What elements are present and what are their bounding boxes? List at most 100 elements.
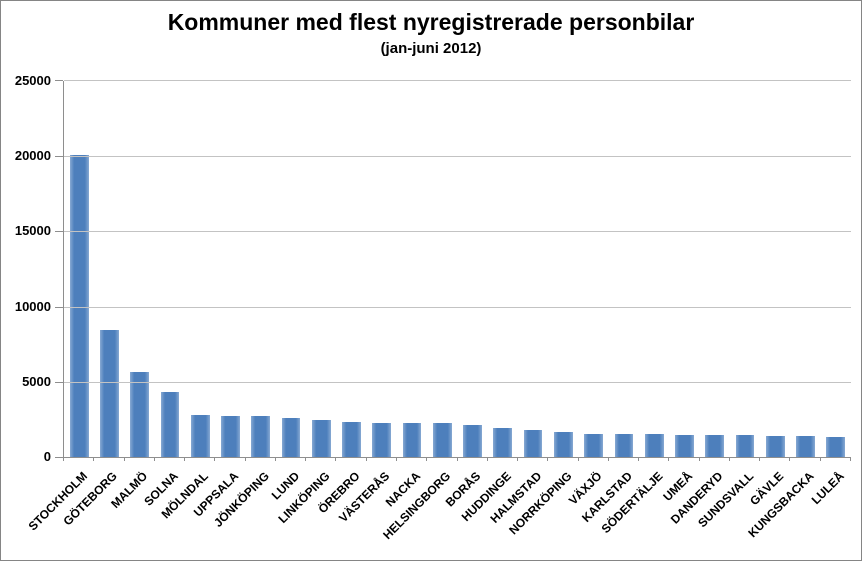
x-axis-label: LULEÅ: [808, 469, 847, 508]
y-axis-tick: [55, 80, 63, 81]
bar-slot: [639, 81, 669, 457]
x-axis-tick: [93, 457, 95, 461]
x-axis-tick: [698, 457, 700, 461]
y-axis-tick: [55, 457, 63, 458]
bar-slot: [548, 81, 578, 457]
x-axis-tick: [274, 457, 276, 461]
bar-örebro: [342, 422, 361, 457]
bar-slot: [790, 81, 820, 457]
bar-slot: [579, 81, 609, 457]
bar-slot: [457, 81, 487, 457]
bars-layer: [64, 81, 851, 457]
y-axis-tick: [55, 156, 63, 158]
bar-slot: [609, 81, 639, 457]
bar-sundsvall: [735, 435, 755, 457]
y-axis-label: 5000: [22, 373, 51, 389]
x-axis-tick: [486, 457, 488, 461]
bar-slot: [64, 81, 94, 457]
bar-malmö: [130, 372, 150, 457]
x-axis-tick: [395, 457, 397, 461]
y-gridline: [64, 381, 851, 383]
bar-slot: [276, 81, 306, 457]
bar-mölndal: [190, 414, 210, 457]
chart-subtitle: (jan-juni 2012): [380, 40, 482, 57]
x-axis-tick: [365, 457, 367, 461]
bar-lund: [281, 417, 301, 457]
y-gridline: [64, 231, 851, 233]
y-axis-label: 0: [43, 449, 51, 464]
bar-uppsala: [221, 415, 240, 457]
bar-växjö: [584, 433, 604, 457]
bar-slot: [669, 81, 699, 457]
bar-luleå: [826, 436, 846, 457]
bar-slot: [488, 81, 518, 457]
y-axis-label: 10000: [14, 298, 51, 314]
bar-slot: [760, 81, 790, 457]
y-gridline: [64, 306, 851, 308]
x-axis-tick: [153, 457, 155, 461]
x-axis-tick: [728, 457, 730, 461]
bar-slot: [155, 81, 185, 457]
bar-karlstad: [614, 434, 634, 457]
bar-västerås: [372, 422, 392, 457]
bar-slot: [367, 81, 397, 457]
bar-slot: [821, 81, 851, 457]
bar-slot: [306, 81, 336, 457]
x-axis-tick: [547, 457, 549, 461]
bar-solna: [160, 392, 180, 457]
bar-danderyd: [705, 435, 725, 457]
x-axis-tick: [607, 457, 609, 461]
bar-norrköping: [554, 431, 573, 457]
y-gridline: [64, 80, 851, 81]
bar-slot: [215, 81, 245, 457]
bar-huddinge: [493, 427, 513, 457]
y-axis-label: 20000: [14, 148, 51, 164]
x-axis-tick: [184, 457, 186, 461]
x-axis-tick: [426, 457, 428, 461]
bar-slot: [730, 81, 760, 457]
bar-borås: [463, 424, 482, 457]
x-axis-tick: [819, 457, 821, 461]
bar-slot: [94, 81, 124, 457]
y-gridline: [64, 156, 851, 158]
x-axis-labels: STOCKHOLM GÖTEBORG MALMÖ SOLNA MÖLNDAL UPPSAL…: [26, 459, 850, 554]
y-axis-tick: [55, 306, 63, 308]
bar-stockholm: [69, 154, 89, 457]
x-axis-tick: [214, 457, 216, 461]
bar-slot: [246, 81, 276, 457]
x-axis-tick: [335, 457, 337, 461]
y-axis-tick: [55, 231, 63, 233]
bar-umeå: [675, 434, 694, 457]
x-axis-tick: [638, 457, 640, 461]
bar-södertälje: [644, 434, 664, 457]
bar-slot: [427, 81, 457, 457]
bar-helsingborg: [432, 423, 452, 457]
x-axis-tick: [517, 457, 519, 461]
x-axis-tick: [759, 457, 761, 461]
bar-slot: [518, 81, 548, 457]
bar-slot: [397, 81, 427, 457]
chart-title: Kommuner med flest nyregistrerade person…: [167, 9, 695, 35]
y-axis-label: 25000: [14, 73, 51, 88]
x-axis-tick: [668, 457, 670, 461]
y-axis-tick: [55, 381, 63, 383]
x-axis-tick: [63, 457, 64, 461]
bar-göteborg: [100, 329, 119, 457]
x-axis-tick: [244, 457, 246, 461]
x-axis-tick: [577, 457, 579, 461]
bar-gävle: [765, 435, 785, 457]
x-axis-tick: [789, 457, 791, 461]
x-axis-tick: [850, 457, 851, 461]
bar-linköping: [311, 420, 331, 457]
bar-slot: [336, 81, 366, 457]
x-axis-tick: [305, 457, 307, 461]
x-axis-tick: [123, 457, 125, 461]
bar-nacka: [402, 423, 422, 457]
bar-kungsbacka: [796, 436, 815, 457]
plot-area: [55, 80, 851, 461]
bar-jönköping: [251, 416, 271, 457]
y-axis-label: 15000: [14, 223, 51, 239]
bar-slot: [185, 81, 215, 457]
bar-slot: [700, 81, 730, 457]
